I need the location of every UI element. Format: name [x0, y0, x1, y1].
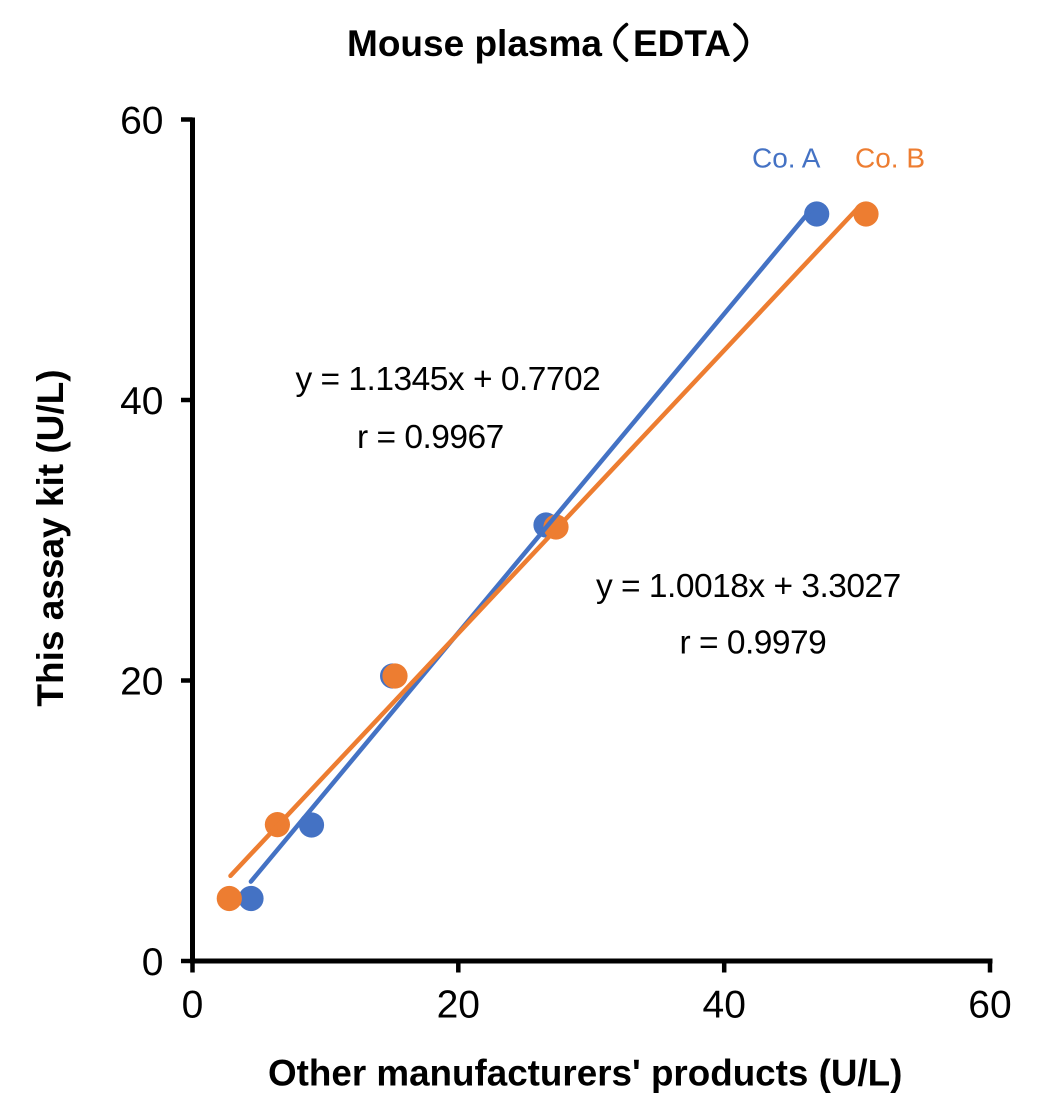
svg-text:0: 0 — [182, 984, 204, 1027]
svg-text:Co. A: Co. A — [752, 143, 821, 174]
svg-text:20: 20 — [120, 660, 163, 703]
svg-text:40: 40 — [703, 984, 746, 1027]
svg-text:r = 0.9979: r = 0.9979 — [680, 625, 827, 662]
svg-text:Other manufacturers' products: Other manufacturers' products (U/L) — [268, 1053, 902, 1094]
svg-text:This assay kit (U/L): This assay kit (U/L) — [30, 369, 71, 706]
svg-text:EDTA: EDTA — [633, 23, 731, 64]
svg-text:y = 1.0018x + 3.3027: y = 1.0018x + 3.3027 — [596, 568, 901, 605]
svg-text:Co. B: Co. B — [855, 143, 925, 174]
svg-text:r = 0.9967: r = 0.9967 — [357, 419, 504, 456]
svg-text:Mouse plasma: Mouse plasma — [347, 23, 602, 64]
svg-text:60: 60 — [120, 99, 163, 142]
svg-text:y = 1.1345x + 0.7702: y = 1.1345x + 0.7702 — [296, 361, 601, 398]
svg-text:40: 40 — [120, 380, 163, 423]
svg-text:60: 60 — [968, 984, 1011, 1027]
svg-text:20: 20 — [437, 984, 480, 1027]
svg-text:0: 0 — [142, 941, 164, 984]
